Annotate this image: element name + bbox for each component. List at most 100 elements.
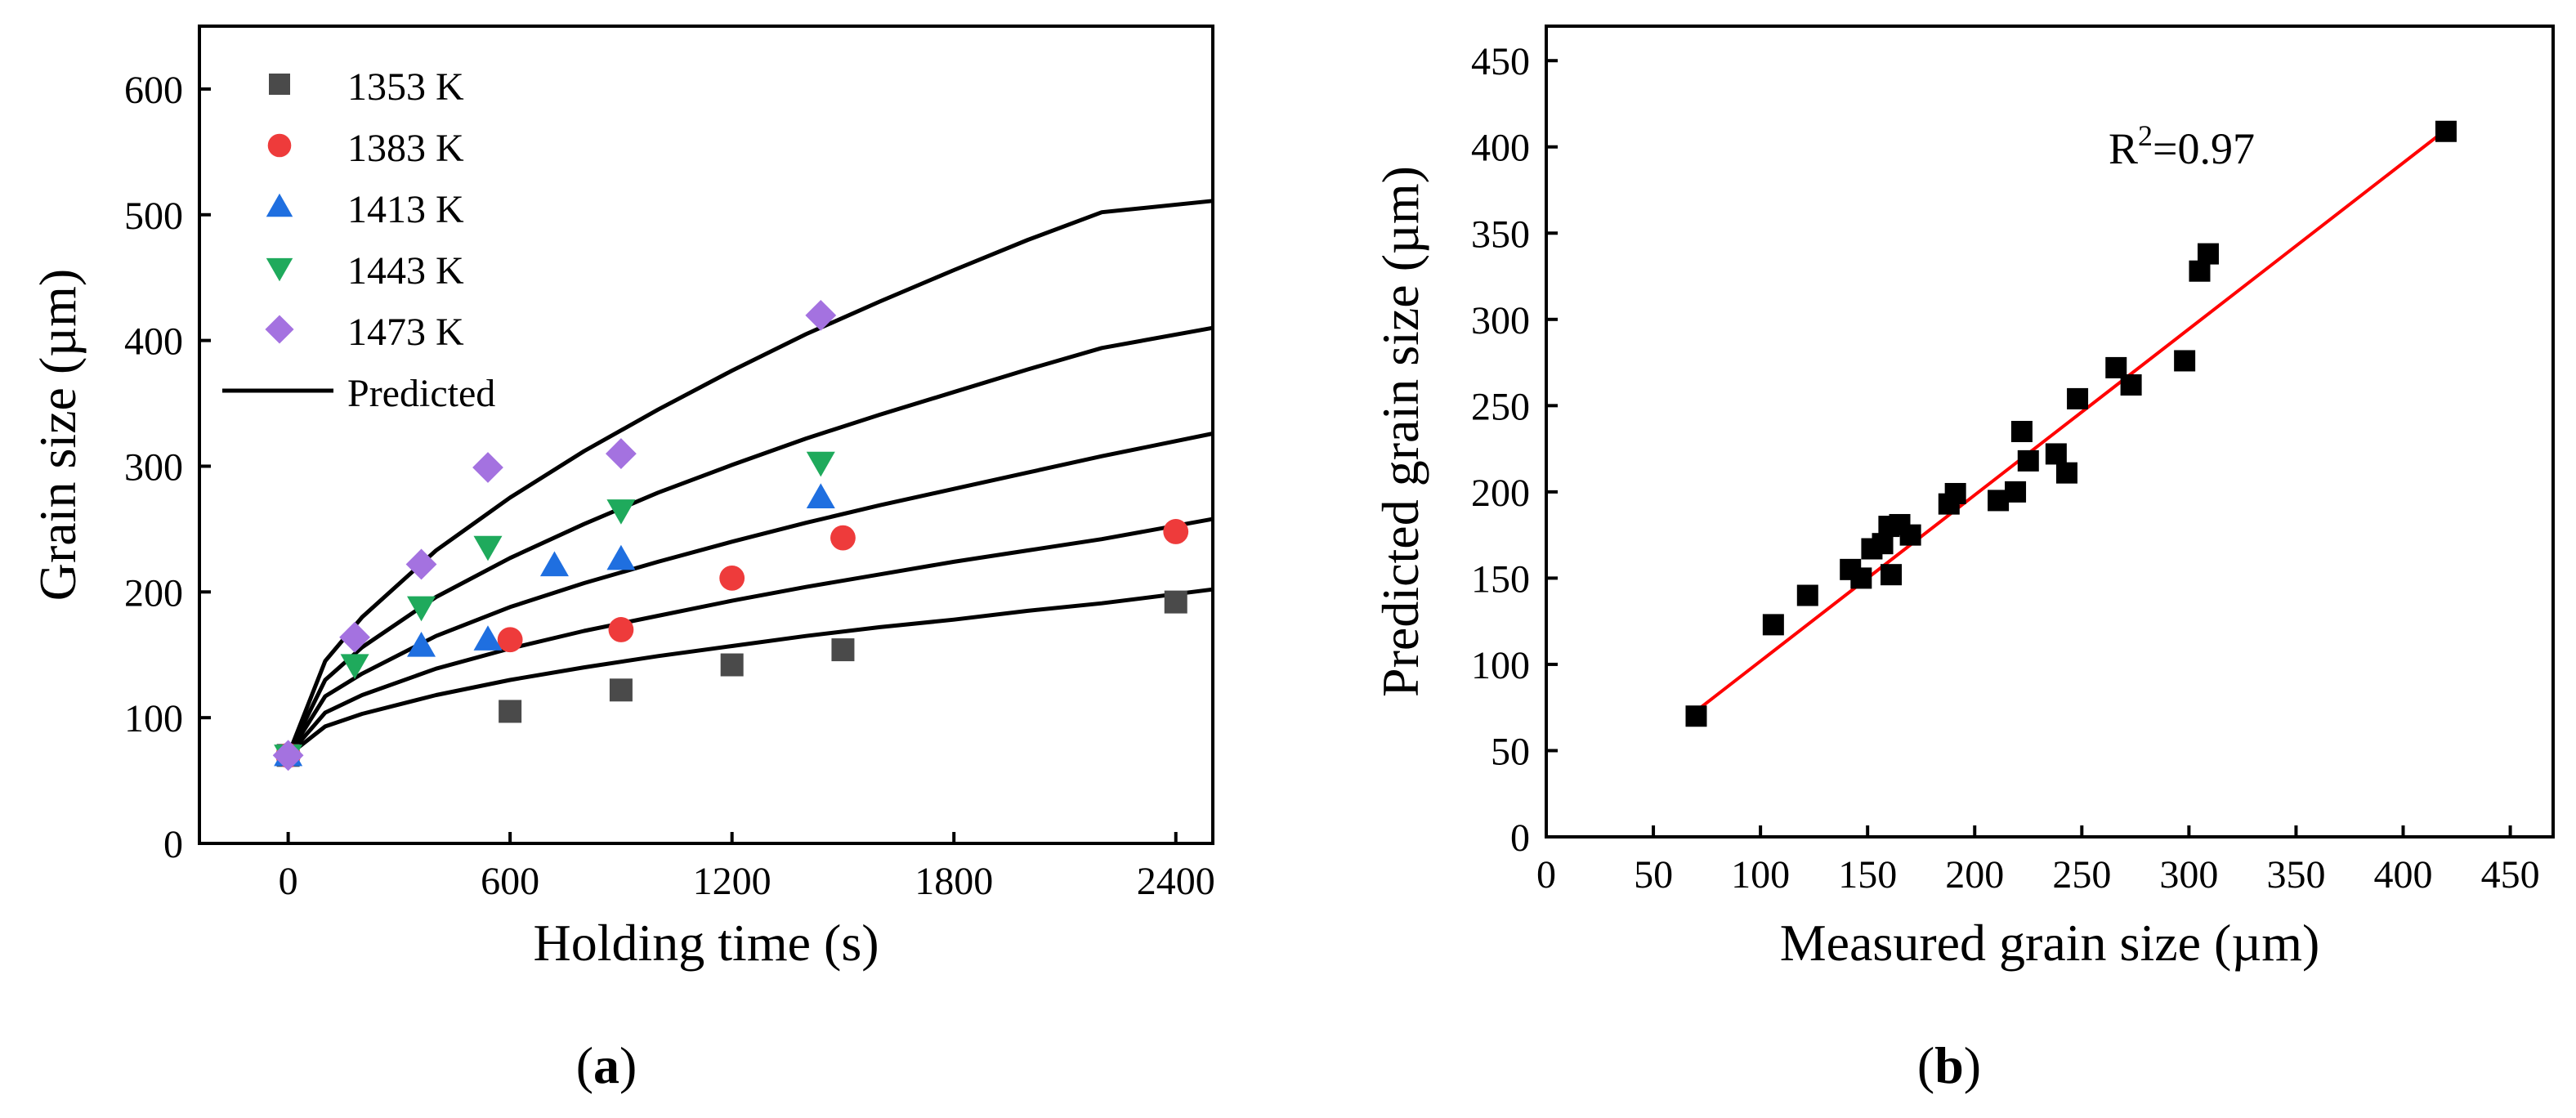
data-point-measured-vs-predicted <box>2067 387 2089 409</box>
predicted-curve-1383-k <box>286 517 1214 757</box>
data-point-measured-vs-predicted <box>1850 567 1872 589</box>
data-point-1473-k <box>272 740 304 771</box>
data-point-measured-vs-predicted <box>1685 705 1707 727</box>
predicted-curve-1473-k <box>286 199 1214 757</box>
data-point-1473-k <box>472 452 503 483</box>
data-point-measured-vs-predicted <box>2055 462 2077 484</box>
legend-marker-1473-k <box>265 315 294 344</box>
data-point-1413-k <box>473 625 503 651</box>
y-tick-label: 50 <box>1491 730 1530 773</box>
y-tick-label: 200 <box>124 571 183 615</box>
data-point-measured-vs-predicted <box>2045 443 2067 465</box>
panel-a-y-ticks: 0 100 200 300 400 500 600 <box>124 69 211 866</box>
data-point-1383-k <box>1163 519 1189 544</box>
y-tick-label: 100 <box>124 697 183 740</box>
panel-b-data-points <box>1685 120 2457 727</box>
data-point-1443-k <box>606 499 636 525</box>
x-tick-label: 600 <box>481 860 539 903</box>
x-tick-label: 0 <box>1536 853 1556 897</box>
legend-marker-1383-k <box>267 133 292 158</box>
data-point-1473-k <box>339 621 370 653</box>
data-point-1353-k <box>609 678 633 702</box>
y-tick-label: 0 <box>163 823 183 866</box>
x-tick-label: 0 <box>279 860 298 903</box>
data-point-measured-vs-predicted <box>2120 374 2142 396</box>
legend-marker-1413-k <box>266 193 293 217</box>
r2-value: =0.97 <box>2153 124 2255 173</box>
panel-a-data-points <box>272 299 1189 771</box>
predicted-curve-1353-k <box>287 587 1214 758</box>
legend-label-1443-k: 1443 K <box>347 249 464 293</box>
legend-label-predicted: Predicted <box>347 372 495 415</box>
data-point-1473-k <box>405 548 437 580</box>
legend-label-1413-k: 1413 K <box>347 188 464 231</box>
x-tick-label: 2400 <box>1137 860 1215 903</box>
y-tick-label: 250 <box>1471 385 1530 428</box>
data-point-1473-k <box>606 438 637 469</box>
data-point-measured-vs-predicted <box>1944 482 1966 504</box>
data-point-measured-vs-predicted <box>2005 481 2027 503</box>
predicted-curve-1443-k <box>286 325 1214 757</box>
panel-b-y-axis-label: Predicted grain size (µm) <box>1371 166 1429 697</box>
panel-a-x-axis-label: Holding time (s) <box>533 914 879 972</box>
y-tick-label: 450 <box>1471 40 1530 83</box>
panel-b-r2-annotation: R2=0.97 <box>2109 119 2255 173</box>
data-point-measured-vs-predicted <box>1899 524 1921 546</box>
data-point-1443-k <box>806 451 835 477</box>
x-tick-label: 450 <box>2481 853 2540 897</box>
x-tick-label: 250 <box>2052 853 2111 897</box>
y-tick-label: 350 <box>1471 212 1530 256</box>
panel-a-caption: (a) <box>576 1036 637 1094</box>
legend-label-1353-k: 1353 K <box>347 65 464 109</box>
x-tick-label: 100 <box>1731 853 1790 897</box>
x-tick-label: 1800 <box>915 860 993 903</box>
x-tick-label: 300 <box>2159 853 2218 897</box>
x-tick-label: 400 <box>2374 853 2433 897</box>
data-point-1413-k <box>407 631 436 657</box>
data-point-measured-vs-predicted <box>2010 421 2033 442</box>
data-point-measured-vs-predicted <box>2435 120 2457 142</box>
data-point-measured-vs-predicted <box>1796 584 1818 606</box>
y-tick-label: 200 <box>1471 472 1530 515</box>
y-tick-label: 150 <box>1471 557 1530 601</box>
data-point-measured-vs-predicted <box>2017 449 2039 472</box>
data-point-1443-k <box>407 596 436 622</box>
panel-b-x-ticks: 0 50 100 150 200 250 300 350 400 450 <box>1536 825 2540 897</box>
data-point-1353-k <box>1164 590 1187 614</box>
y-tick-label: 500 <box>124 195 183 238</box>
r2-superscript: 2 <box>2138 119 2153 152</box>
data-point-1353-k <box>831 638 855 662</box>
panel-b-caption: (b) <box>1917 1036 1981 1094</box>
data-point-measured-vs-predicted <box>2174 350 2196 372</box>
legend-marker-1353-k <box>269 74 290 95</box>
x-tick-label: 150 <box>1838 853 1897 897</box>
panel-b-axes-frame <box>1545 25 2555 838</box>
panel-a-predicted-curves <box>286 199 1214 758</box>
panel-a-y-axis-label: Grain size (µm) <box>29 269 87 601</box>
data-point-measured-vs-predicted <box>1881 564 1903 586</box>
data-point-1443-k <box>473 535 503 561</box>
data-point-1413-k <box>606 544 636 570</box>
panel-b-x-axis-label: Measured grain size (µm) <box>1780 914 2320 972</box>
data-point-1383-k <box>830 525 856 551</box>
panel-b-chart: 0 50 100 150 200 250 300 350 400 450 0 50 100 150 200… <box>1371 25 2555 1094</box>
data-point-1383-k <box>497 627 523 653</box>
data-point-1413-k <box>539 551 569 577</box>
panel-a-axes-frame <box>198 25 1214 845</box>
panel-b-y-ticks: 0 50 100 150 200 250 300 350 400 450 <box>1471 40 1558 860</box>
y-tick-label: 300 <box>124 445 183 489</box>
data-point-1413-k <box>806 483 835 509</box>
legend-marker-1443-k <box>266 257 293 282</box>
y-tick-label: 0 <box>1510 816 1530 860</box>
y-tick-label: 100 <box>1471 644 1530 687</box>
data-point-1353-k <box>720 653 744 677</box>
x-tick-label: 50 <box>1634 853 1673 897</box>
data-point-1383-k <box>719 565 745 591</box>
panel-b-caption-letter: b <box>1934 1036 1964 1094</box>
legend-label-1473-k: 1473 K <box>347 311 464 354</box>
x-tick-label: 350 <box>2266 853 2325 897</box>
y-tick-label: 300 <box>1471 299 1530 342</box>
r2-base: R <box>2109 124 2138 173</box>
panel-a-x-ticks: 0 600 1200 1800 2400 <box>279 832 1215 903</box>
